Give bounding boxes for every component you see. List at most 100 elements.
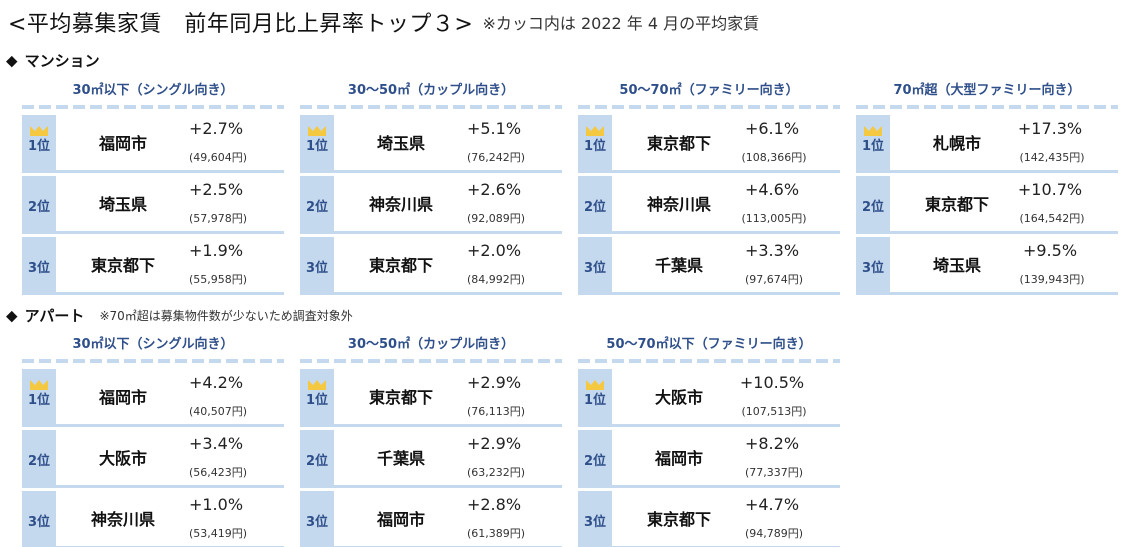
table-row: 1位 東京都下 +6.1% (108,366円) (578, 115, 840, 173)
rank-cell: 2位 (578, 430, 612, 488)
average-rent: (53,419円) (188, 527, 248, 540)
page-title: <平均募集家賃 前年同月比上昇率トップ３> ※カッコ内は 2022 年 4 月の… (8, 6, 759, 40)
rank-label: 3位 (583, 261, 607, 276)
category-header: 30㎡以下（シングル向き） (72, 337, 234, 352)
increase-rate: +1.9% (188, 241, 244, 260)
dashed-divider (22, 105, 284, 109)
average-rent: (40,507円) (188, 405, 248, 418)
table-row: 3位 東京都下 +1.9% (55,958円) (22, 237, 284, 295)
crown-icon (308, 121, 326, 136)
crown-icon (586, 121, 604, 136)
city-name: 大阪市 (98, 449, 147, 468)
increase-rate: +2.9% (466, 434, 522, 453)
average-rent: (55,958円) (188, 273, 248, 286)
average-rent: (107,513円) (741, 405, 807, 418)
average-rent: (164,542円) (1019, 212, 1085, 225)
city-name: 大阪市 (654, 388, 703, 407)
average-rent: (63,232円) (466, 466, 526, 479)
crown-icon (30, 121, 48, 136)
category-header: 30㎡以下（シングル向き） (72, 83, 234, 98)
rank-cell: 3位 (856, 237, 890, 295)
average-rent: (84,992円) (466, 273, 526, 286)
rank-cell: 2位 (300, 176, 334, 234)
rank-cell: 3位 (300, 491, 334, 547)
rank-label: 3位 (27, 515, 51, 530)
section-header-apart: ◆ アパート ※70㎡超は募集物件数が少ないため調査対象外 (6, 305, 353, 326)
table-row: 3位 神奈川県 +1.0% (53,419円) (22, 491, 284, 547)
table-row: 3位 埼玉県 +9.5% (139,943円) (856, 237, 1118, 295)
table-row: 3位 東京都下 +4.7% (94,789円) (578, 491, 840, 547)
rank-label: 3位 (305, 261, 329, 276)
rank-label: 1位 (583, 393, 607, 408)
average-rent: (97,674円) (744, 273, 804, 286)
rank-cell: 3位 (578, 491, 612, 547)
section-note: ※70㎡超は募集物件数が少ないため調査対象外 (99, 309, 353, 323)
increase-rate: +4.7% (744, 495, 800, 514)
title-note: ※カッコ内は 2022 年 4 月の平均家賃 (482, 14, 760, 33)
rank-cell: 1位 (578, 369, 612, 427)
increase-rate: +6.1% (744, 119, 800, 138)
rank-label: 3位 (583, 515, 607, 530)
city-name: 埼玉県 (98, 195, 147, 214)
rank-label: 1位 (861, 139, 885, 154)
rank-cell: 3位 (300, 237, 334, 295)
average-rent: (56,423円) (188, 466, 248, 479)
rank-label: 2位 (27, 454, 51, 469)
rank-label: 3位 (27, 261, 51, 276)
table-row: 1位 福岡市 +2.7% (49,604円) (22, 115, 284, 173)
rank-cell: 1位 (856, 115, 890, 173)
ranking-table: 50〜70㎡以下（ファミリー向き） 1位 大阪市 +10.5% (107,513円) 2位… (578, 334, 840, 547)
rank-label: 2位 (27, 200, 51, 215)
average-rent: (76,113円) (466, 405, 526, 418)
ranking-table: 30㎡以下（シングル向き） 1位 福岡市 +2.7% (49,604円) 2位 埼玉県 +2.… (22, 80, 284, 298)
increase-rate: +2.0% (466, 241, 522, 260)
increase-rate: +4.6% (744, 180, 800, 199)
ranking-table: 50〜70㎡（ファミリー向き） 1位 東京都下 +6.1% (108,366円) 2位 神奈… (578, 80, 840, 298)
rank-label: 1位 (27, 139, 51, 154)
diamond-icon: ◆ (6, 51, 18, 70)
increase-rate: +10.5% (739, 373, 805, 392)
average-rent: (49,604円) (188, 151, 248, 164)
rank-cell: 1位 (22, 115, 56, 173)
rank-cell: 1位 (300, 369, 334, 427)
dashed-divider (856, 105, 1118, 109)
city-name: 札幌市 (932, 134, 981, 153)
average-rent: (61,389円) (466, 527, 526, 540)
city-name: 福岡市 (654, 449, 703, 468)
rank-cell: 2位 (300, 430, 334, 488)
table-row: 3位 福岡市 +2.8% (61,389円) (300, 491, 562, 547)
table-row: 2位 神奈川県 +4.6% (113,005円) (578, 176, 840, 234)
table-row: 2位 大阪市 +3.4% (56,423円) (22, 430, 284, 488)
city-name: 埼玉県 (932, 256, 981, 275)
category-header: 30〜50㎡（カップル向き） (347, 337, 515, 352)
rank-label: 1位 (27, 393, 51, 408)
rank-cell: 2位 (22, 430, 56, 488)
average-rent: (94,789円) (744, 527, 804, 540)
increase-rate: +8.2% (744, 434, 800, 453)
city-name: 神奈川県 (368, 195, 433, 214)
table-row: 1位 大阪市 +10.5% (107,513円) (578, 369, 840, 427)
increase-rate: +10.7% (1017, 180, 1083, 199)
category-header: 30〜50㎡（カップル向き） (347, 83, 515, 98)
dashed-divider (578, 359, 840, 363)
table-row: 1位 札幌市 +17.3% (142,435円) (856, 115, 1118, 173)
rank-label: 2位 (583, 200, 607, 215)
city-name: 神奈川県 (646, 195, 711, 214)
table-row: 3位 東京都下 +2.0% (84,992円) (300, 237, 562, 295)
average-rent: (57,978円) (188, 212, 248, 225)
increase-rate: +5.1% (466, 119, 522, 138)
average-rent: (76,242円) (466, 151, 526, 164)
table-row: 2位 埼玉県 +2.5% (57,978円) (22, 176, 284, 234)
dashed-divider (300, 105, 562, 109)
dashed-divider (300, 359, 562, 363)
rank-label: 2位 (305, 454, 329, 469)
city-name: 福岡市 (98, 388, 147, 407)
table-row: 2位 神奈川県 +2.6% (92,089円) (300, 176, 562, 234)
average-rent: (139,943円) (1019, 273, 1085, 286)
city-name: 神奈川県 (90, 510, 155, 529)
increase-rate: +2.7% (188, 119, 244, 138)
average-rent: (108,366円) (741, 151, 807, 164)
crown-icon (864, 121, 882, 136)
ranking-table: 30㎡以下（シングル向き） 1位 福岡市 +4.2% (40,507円) 2位 大阪市 +3.… (22, 334, 284, 547)
category-header: 50〜70㎡（ファミリー向き） (619, 83, 799, 98)
